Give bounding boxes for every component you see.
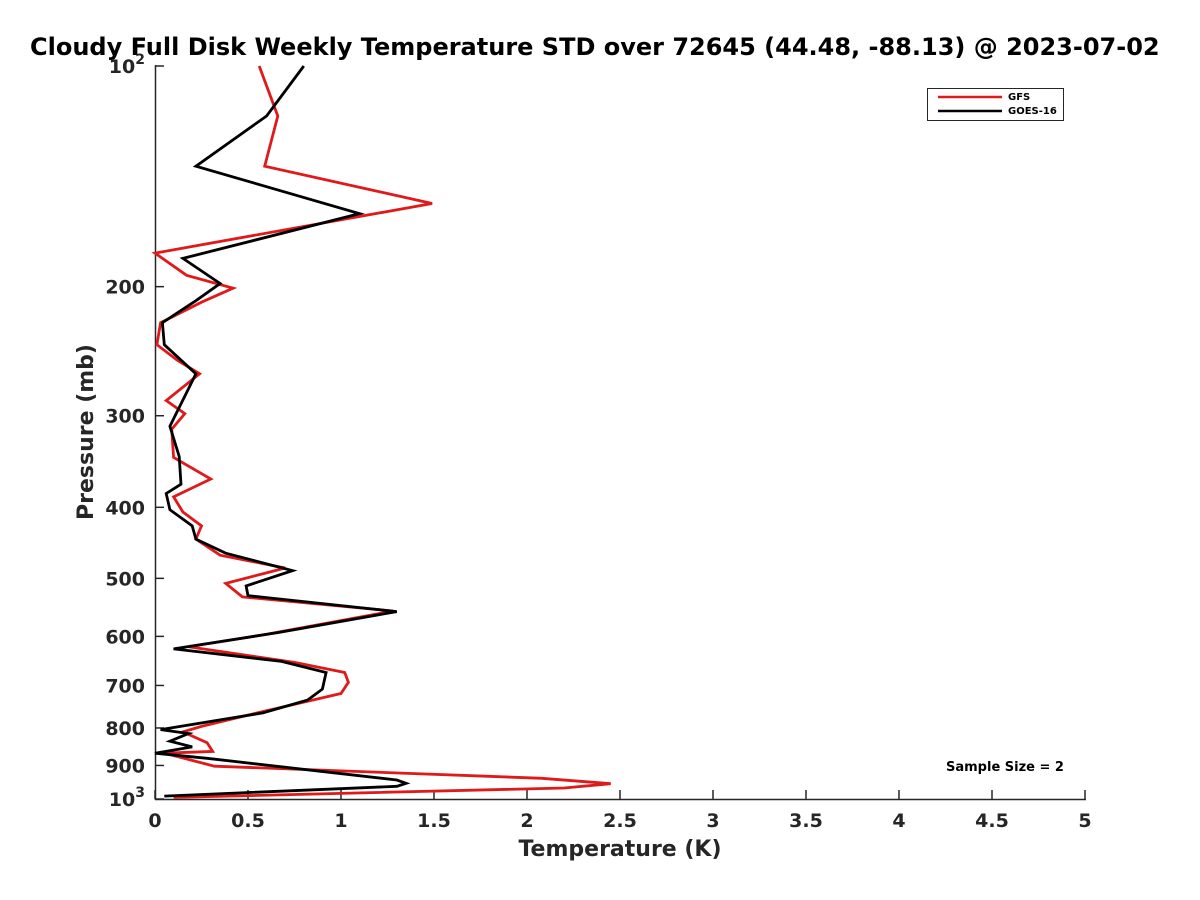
y-axis-label: Pressure (mb) (74, 344, 99, 520)
x-tick-label: 2.5 (603, 810, 637, 832)
y-tick-label: 200 (105, 277, 145, 299)
chart-title: Cloudy Full Disk Weekly Temperature STD … (30, 33, 1160, 61)
legend-label-gfs: GFS (1008, 92, 1030, 103)
series-line-goes16 (154, 65, 411, 798)
legend-label-goes16: GOES-16 (1008, 106, 1057, 117)
y-tick-label: 800 (105, 718, 145, 740)
plot-area: 0 0.5 1 1.5 2 2.5 3 3.5 4 4.5 5 102 200 300 400 500 600… (105, 52, 1091, 832)
y-tick-label: 700 (105, 675, 145, 697)
y-tick-label: 600 (105, 626, 145, 648)
x-tick-label: 1.5 (417, 810, 451, 832)
x-tick-label: 0.5 (231, 810, 265, 832)
y-tick-label: 102 (109, 52, 145, 78)
legend-box (927, 88, 1064, 121)
y-tick-label: 103 (109, 785, 145, 811)
series-lines (151, 65, 611, 799)
x-tick-label: 4.5 (975, 810, 1009, 832)
x-tick-label: 2 (520, 810, 533, 832)
y-tick-label: 400 (105, 497, 145, 519)
x-axis-label: Temperature (K) (518, 837, 721, 862)
y-ticks: 102 200 300 400 500 600 700 800 900 103 (105, 52, 164, 811)
x-tick-label: 1 (334, 810, 347, 832)
x-tick-label: 3.5 (789, 810, 823, 832)
legend: GFS GOES-16 (927, 88, 1064, 121)
sample-size-annotation: Sample Size = 2 (946, 760, 1064, 775)
x-tick-label: 0 (148, 810, 161, 832)
y-tick-label: 500 (105, 568, 145, 590)
x-tick-label: 3 (706, 810, 719, 832)
x-tick-label: 4 (892, 810, 905, 832)
series-line-gfs (151, 65, 611, 799)
y-tick-label: 300 (105, 406, 145, 428)
x-ticks: 0 0.5 1 1.5 2 2.5 3 3.5 4 4.5 5 (148, 790, 1092, 832)
y-tick-label: 900 (105, 755, 145, 777)
x-tick-label: 5 (1078, 810, 1091, 832)
